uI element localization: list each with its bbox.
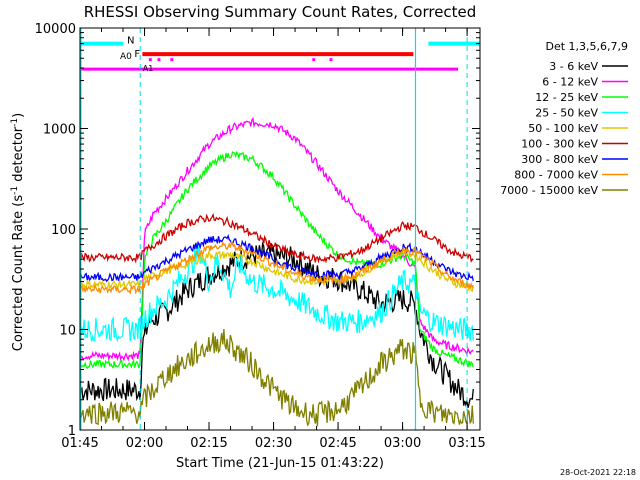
chart-title: RHESSI Observing Summary Count Rates, Co… (84, 3, 477, 21)
attenuator-marker (148, 58, 152, 62)
attenuator-marker (329, 58, 333, 62)
y-axis-label-mid: detector (11, 126, 26, 186)
x-tick-label: 03:00 (384, 436, 421, 451)
y-tick-label: 1 (68, 424, 76, 439)
attenuator-marker (312, 58, 316, 62)
axes-layer: 1 10 100 1000 10000 01:45 02:00 02:15 02:30 02:45… (35, 22, 486, 451)
x-tick-label: 03:15 (448, 436, 485, 451)
x-tick-label: 02:15 (190, 436, 227, 451)
legend-label: 100 - 300 keV (521, 138, 598, 151)
x-tick-label: 01:45 (61, 436, 98, 451)
series-layer (80, 116, 474, 427)
y-axis-label-end: ) (11, 113, 26, 118)
y-tick-label: 10 (59, 324, 76, 339)
flare-label: F (134, 49, 140, 60)
y-axis-label-main: Corrected Count Rate (s (11, 195, 26, 352)
legend-title: Det 1,3,5,6,7,9 (545, 40, 628, 53)
legend-label: 25 - 50 keV (535, 107, 598, 120)
legend-label: 12 - 25 keV (535, 91, 598, 104)
legend-label: 3 - 6 keV (549, 60, 598, 73)
series-line (80, 247, 474, 293)
series-line (80, 240, 474, 295)
legend-label: 7000 - 15000 keV (500, 184, 598, 197)
series-line (80, 329, 474, 427)
legend-label: 6 - 12 keV (542, 76, 598, 89)
y-axis-label: Corrected Count Rate (s-1 detector-1) (10, 113, 26, 351)
y-tick-label: 100 (51, 223, 76, 238)
x-tick-label: 02:00 (126, 436, 163, 451)
decimation-label: A1 (143, 64, 154, 73)
legend-label: 800 - 7000 keV (514, 169, 598, 182)
night-label: N (127, 36, 134, 47)
attenuator-label: A0 (120, 52, 132, 62)
y-tick-label: 1000 (43, 123, 76, 138)
footer-timestamp: 28-Oct-2021 22:18 (560, 468, 636, 477)
x-tick-label: 02:30 (255, 436, 292, 451)
y-axis-label-sup2: -1 (10, 118, 20, 127)
series-line (80, 116, 474, 362)
x-tick-label: 02:45 (319, 436, 356, 451)
attenuator-marker (170, 58, 174, 62)
series-line (80, 212, 474, 264)
y-tick-label: 10000 (35, 22, 76, 37)
y-axis-label-sup1: -1 (10, 186, 20, 195)
series-line (80, 241, 474, 408)
series-line (80, 150, 474, 370)
attenuator-marker (157, 58, 161, 62)
legend-label: 300 - 800 keV (521, 153, 598, 166)
legend: Det 1,3,5,6,7,9 3 - 6 keV 6 - 12 keV 12 - … (500, 40, 628, 197)
series-line (80, 242, 474, 343)
x-axis-label: Start Time (21-Jun-15 01:43:22) (176, 456, 384, 471)
legend-label: 50 - 100 keV (528, 122, 598, 135)
